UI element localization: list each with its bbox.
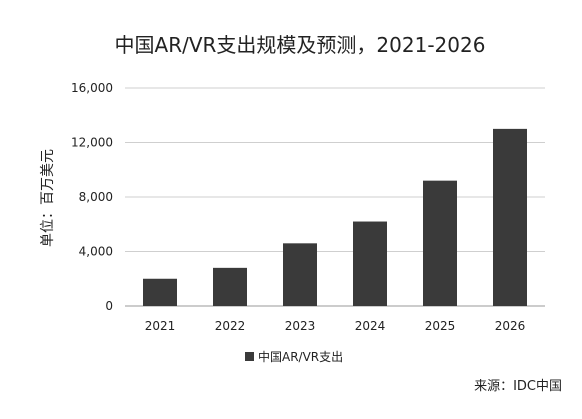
- grid-lines: [125, 87, 545, 307]
- x-axis-ticks: 2021 2022 2023 2024 2025 2026: [145, 319, 526, 333]
- bar-2023: [283, 243, 317, 306]
- y-tick-label: 8,000: [79, 190, 113, 204]
- bars: [143, 128, 527, 306]
- x-tick-label: 2021: [145, 319, 176, 333]
- bar-2022: [213, 267, 247, 306]
- x-tick-label: 2023: [285, 319, 316, 333]
- x-tick-label: 2025: [425, 319, 456, 333]
- chart-title: 中国AR/VR支出规模及预测，2021-2026: [115, 33, 486, 57]
- x-tick-label: 2022: [215, 319, 246, 333]
- y-tick-label: 12,000: [71, 136, 113, 150]
- y-tick-label: 4,000: [79, 245, 113, 259]
- bar-2024: [353, 221, 387, 306]
- bar-2026: [493, 128, 527, 306]
- bar-2025: [423, 180, 457, 306]
- legend-swatch: [245, 352, 254, 361]
- y-axis-label: 单位：百万美元: [40, 149, 56, 247]
- legend: 中国AR/VR支出: [245, 349, 343, 364]
- legend-label: 中国AR/VR支出: [258, 349, 343, 364]
- x-tick-label: 2026: [495, 319, 526, 333]
- y-tick-label: 16,000: [71, 81, 113, 95]
- bar-2021: [143, 278, 177, 306]
- y-axis-ticks: 0 4,000 8,000 12,000 16,000: [71, 81, 113, 313]
- source-note: 来源：IDC中国: [474, 379, 562, 394]
- x-tick-label: 2024: [355, 319, 386, 333]
- y-tick-label: 0: [105, 299, 113, 313]
